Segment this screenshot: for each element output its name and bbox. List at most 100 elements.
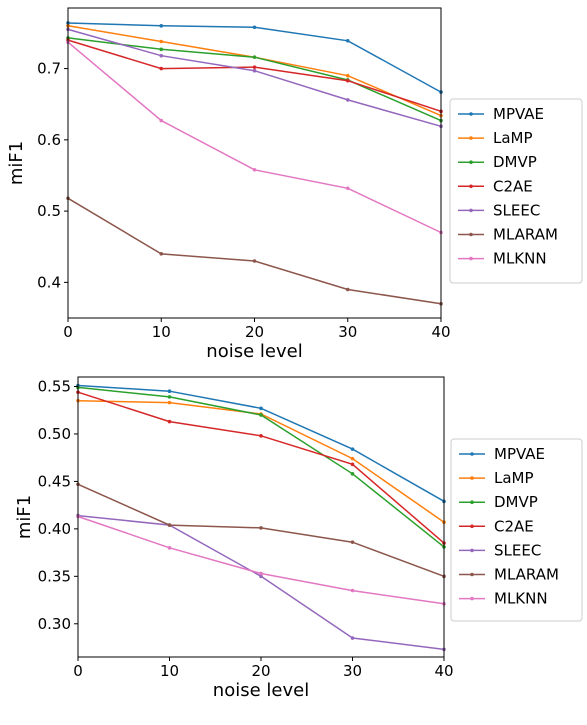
y-axis-label: miF1: [14, 495, 35, 539]
legend-label-dmvp: DMVP: [493, 153, 537, 171]
data-point-mpvae: [252, 25, 257, 30]
legend-frame: [449, 98, 583, 284]
x-tick-label: 30: [343, 662, 362, 680]
data-point-mpvae: [350, 447, 355, 451]
x-tick-label: 20: [245, 323, 264, 341]
x-tick-label: 40: [431, 323, 450, 341]
data-point-c2ae: [259, 434, 263, 438]
legend-label-c2ae: C2AE: [494, 517, 534, 535]
legend-marker-mpvae: [469, 112, 473, 116]
data-point-mlaram: [345, 287, 350, 292]
legend-label-c2ae: C2AE: [493, 177, 533, 195]
series-group: [66, 21, 443, 306]
data-point-sleec: [345, 98, 350, 102]
series-line-sleec: [67, 28, 442, 128]
data-point-lamp: [350, 456, 355, 461]
data-point-mlaram: [350, 540, 355, 544]
y-tick-label: 0.7: [37, 60, 61, 78]
legend-marker-dmvp: [469, 160, 473, 164]
data-point-c2ae: [350, 462, 355, 467]
series-line-c2ae: [67, 39, 442, 113]
data-point-mpvae: [259, 406, 263, 411]
data-point-sleec: [350, 636, 355, 640]
x-axis-label: noise level: [213, 680, 309, 701]
data-point-mlknn: [350, 588, 355, 593]
series-line-mlaram: [77, 483, 445, 578]
data-point-mpvae: [345, 38, 350, 43]
series-group: [76, 383, 446, 652]
y-tick-label: 0.6: [37, 131, 61, 149]
chart-panel-1: 0 10 20 30 40 0.4 0.5 0.6 0.7 noise level miF1 MPVA…: [6, 7, 583, 362]
data-point-c2ae: [252, 65, 257, 69]
x-tick-label: 30: [338, 323, 357, 341]
legend-marker-sleec: [470, 548, 474, 553]
data-point-dmvp: [167, 395, 172, 399]
data-point-mlknn: [259, 571, 263, 576]
legend-marker-lamp: [470, 476, 474, 480]
data-point-mlknn: [345, 186, 350, 191]
data-point-dmvp: [252, 55, 257, 59]
data-point-dmvp: [350, 472, 355, 476]
y-tick-label: 0.30: [38, 615, 71, 633]
legend-marker-mlknn: [470, 596, 474, 601]
legend-marker-mpvae: [470, 452, 474, 456]
plot-frame: [77, 376, 445, 658]
legend-marker-mlaram: [470, 572, 474, 577]
data-point-dmvp: [159, 47, 164, 52]
data-point-sleec: [252, 68, 257, 73]
y-tick-label: 0.50: [38, 425, 71, 443]
legend-label-mlknn: MLKNN: [494, 590, 548, 608]
x-tick-label: 10: [160, 662, 179, 680]
data-point-mlaram: [167, 523, 172, 527]
y-axis-label: miF1: [6, 141, 27, 185]
legend-label-mlknn: MLKNN: [493, 250, 547, 268]
data-point-sleec: [159, 53, 164, 58]
y-tick-label: 0.35: [38, 567, 71, 585]
data-point-mlknn: [167, 546, 172, 550]
data-point-c2ae: [345, 78, 350, 83]
data-point-mpvae: [159, 24, 164, 28]
data-point-mpvae: [167, 389, 172, 394]
plot-frame: [67, 7, 442, 319]
data-point-dmvp: [259, 413, 263, 417]
legend-label-mlaram: MLARAM: [494, 566, 559, 584]
y-tick-label: 0.45: [38, 472, 71, 490]
x-tick-label: 0: [63, 323, 73, 341]
data-point-mlaram: [159, 252, 164, 256]
legend-marker-dmvp: [470, 500, 474, 505]
data-point-lamp: [167, 400, 172, 405]
legend-marker-mlaram: [469, 232, 473, 237]
legend-label-lamp: LaMP: [493, 129, 533, 147]
data-point-lamp: [345, 73, 350, 78]
legend-frame: [450, 438, 583, 622]
legend-label-mpvae: MPVAE: [493, 105, 544, 123]
data-point-mlknn: [252, 167, 257, 172]
y-tick-label: 0.55: [38, 377, 71, 395]
data-point-mlaram: [259, 526, 263, 530]
data-point-mlaram: [252, 259, 257, 263]
legend-label-dmvp: DMVP: [494, 493, 538, 511]
series-line-dmvp: [77, 386, 445, 548]
x-tick-label: 20: [251, 662, 270, 680]
legend: MPVAE LaMP DMVP C2AE SLEEC MLARAM MLKNN: [450, 438, 583, 622]
x-tick-label: 0: [73, 662, 83, 680]
x-tick-label: 40: [434, 662, 453, 680]
legend-marker-lamp: [469, 136, 473, 140]
legend-label-sleec: SLEEC: [494, 541, 541, 559]
legend-marker-sleec: [469, 208, 473, 213]
legend-label-lamp: LaMP: [494, 469, 534, 487]
series-line-dmvp: [67, 37, 442, 122]
y-tick-label: 0.5: [37, 202, 61, 220]
legend-label-mpvae: MPVAE: [494, 445, 545, 463]
chart-panel-2: 0 10 20 30 40 0.30 0.35 0.40 0.45 0.50 0.55 noise l…: [14, 376, 583, 701]
legend: MPVAE LaMP DMVP C2AE SLEEC MLARAM MLKNN: [449, 98, 583, 284]
legend-marker-c2ae: [470, 524, 474, 529]
data-point-sleec: [259, 574, 263, 579]
data-point-c2ae: [159, 66, 164, 71]
y-tick-label: 0.40: [38, 520, 71, 538]
y-tick-label: 0.4: [37, 273, 61, 291]
legend-label-mlaram: MLARAM: [493, 226, 558, 244]
x-tick-label: 10: [152, 323, 171, 341]
legend-marker-c2ae: [469, 184, 473, 189]
